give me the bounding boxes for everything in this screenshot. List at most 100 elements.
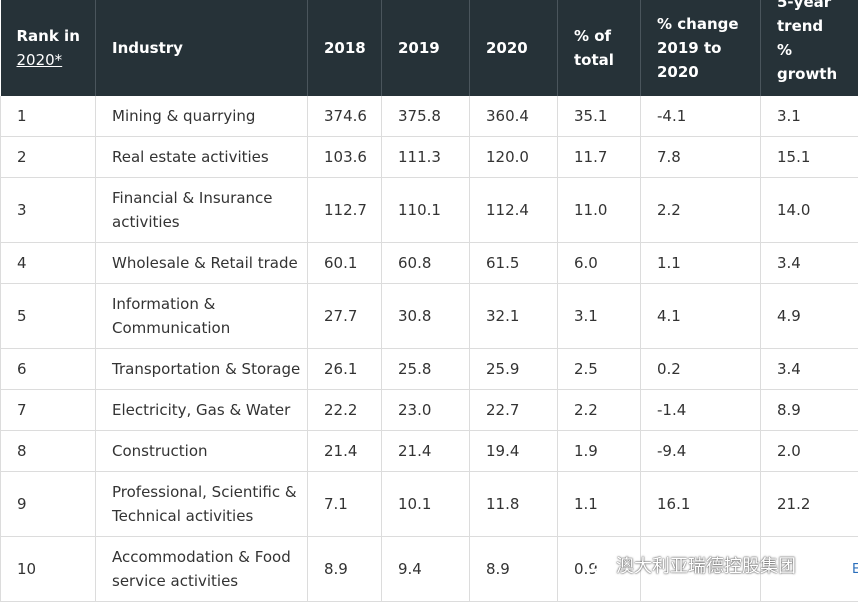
cell-trend: 3.1	[761, 96, 858, 137]
watermark-text: 澳大利亚瑞德控股集团	[616, 552, 796, 578]
cell-rank: 6	[1, 349, 96, 390]
cell-2020: 32.1	[470, 284, 558, 349]
cell-2018: 22.2	[308, 390, 382, 431]
cell-pct-change: -9.4	[641, 431, 761, 472]
cell-2020: 360.4	[470, 96, 558, 137]
cell-2020: 25.9	[470, 349, 558, 390]
header-2020: 2020	[470, 0, 558, 96]
cell-rank: 2	[1, 137, 96, 178]
cell-pct-change: 4.1	[641, 284, 761, 349]
cell-2018: 112.7	[308, 178, 382, 243]
cell-industry: Construction	[96, 431, 308, 472]
cell-pct-change: 0.2	[641, 349, 761, 390]
cell-2020: 120.0	[470, 137, 558, 178]
cell-pct-total: 11.0	[558, 178, 641, 243]
cell-pct-change: 7.8	[641, 137, 761, 178]
cell-2019: 21.4	[382, 431, 470, 472]
cell-2018: 8.9	[308, 537, 382, 602]
cell-rank: 1	[1, 96, 96, 137]
cell-2019: 110.1	[382, 178, 470, 243]
cell-rank: 9	[1, 472, 96, 537]
cell-pct-total: 3.1	[558, 284, 641, 349]
cell-industry: Wholesale & Retail trade	[96, 243, 308, 284]
cell-2018: 26.1	[308, 349, 382, 390]
cell-pct-change: -4.1	[641, 96, 761, 137]
cell-2018: 103.6	[308, 137, 382, 178]
cell-industry: Electricity, Gas & Water	[96, 390, 308, 431]
cell-2019: 9.4	[382, 537, 470, 602]
cell-2020: 8.9	[470, 537, 558, 602]
cell-2018: 7.1	[308, 472, 382, 537]
wechat-icon	[582, 554, 610, 576]
cell-pct-change: -1.4	[641, 390, 761, 431]
cell-rank: 10	[1, 537, 96, 602]
cell-pct-change: 2.2	[641, 178, 761, 243]
cell-2018: 21.4	[308, 431, 382, 472]
cell-rank: 7	[1, 390, 96, 431]
cell-2019: 111.3	[382, 137, 470, 178]
cell-industry: Real estate activities	[96, 137, 308, 178]
cell-trend: 2.0	[761, 431, 858, 472]
cell-trend: 15.1	[761, 137, 858, 178]
header-industry: Industry	[96, 0, 308, 96]
cell-pct-change: 16.1	[641, 472, 761, 537]
cell-pct-total: 1.9	[558, 431, 641, 472]
cell-2018: 374.6	[308, 96, 382, 137]
cell-industry: Transportation & Storage	[96, 349, 308, 390]
cell-pct-total: 11.7	[558, 137, 641, 178]
cell-trend: 4.9	[761, 284, 858, 349]
cell-trend: 3.4	[761, 349, 858, 390]
edge-link[interactable]: E	[852, 562, 858, 577]
header-rank: Rank in 2020*	[1, 0, 96, 96]
watermark: 澳大利亚瑞德控股集团	[582, 549, 796, 581]
header-2018: 2018	[308, 0, 382, 96]
cell-2018: 27.7	[308, 284, 382, 349]
cell-2019: 30.8	[382, 284, 470, 349]
cell-trend: 8.9	[761, 390, 858, 431]
cell-2020: 22.7	[470, 390, 558, 431]
cell-pct-total: 2.2	[558, 390, 641, 431]
cell-rank: 8	[1, 431, 96, 472]
cell-trend: 14.0	[761, 178, 858, 243]
cell-trend: 3.4	[761, 243, 858, 284]
cell-rank: 3	[1, 178, 96, 243]
rank-footnote-link[interactable]: 2020*	[17, 51, 63, 69]
cell-2019: 60.8	[382, 243, 470, 284]
cell-trend: 21.2	[761, 472, 858, 537]
cell-2020: 11.8	[470, 472, 558, 537]
cell-pct-total: 2.5	[558, 349, 641, 390]
cell-pct-change: 1.1	[641, 243, 761, 284]
cell-rank: 4	[1, 243, 96, 284]
cell-industry: Mining & quarrying	[96, 96, 308, 137]
cell-industry: Professional, Scientific &Technical acti…	[96, 472, 308, 537]
cell-2019: 10.1	[382, 472, 470, 537]
cell-rank: 5	[1, 284, 96, 349]
cell-industry: Information &Communication	[96, 284, 308, 349]
cell-pct-total: 6.0	[558, 243, 641, 284]
cell-2019: 23.0	[382, 390, 470, 431]
cell-2020: 19.4	[470, 431, 558, 472]
header-2019: 2019	[382, 0, 470, 96]
cell-2020: 61.5	[470, 243, 558, 284]
cell-2019: 25.8	[382, 349, 470, 390]
cell-pct-total: 1.1	[558, 472, 641, 537]
table-header: Rank in 2020* Industry 2018 2019 2020 % …	[1, 0, 858, 96]
cell-pct-total: 35.1	[558, 96, 641, 137]
cell-2018: 60.1	[308, 243, 382, 284]
cell-2020: 112.4	[470, 178, 558, 243]
